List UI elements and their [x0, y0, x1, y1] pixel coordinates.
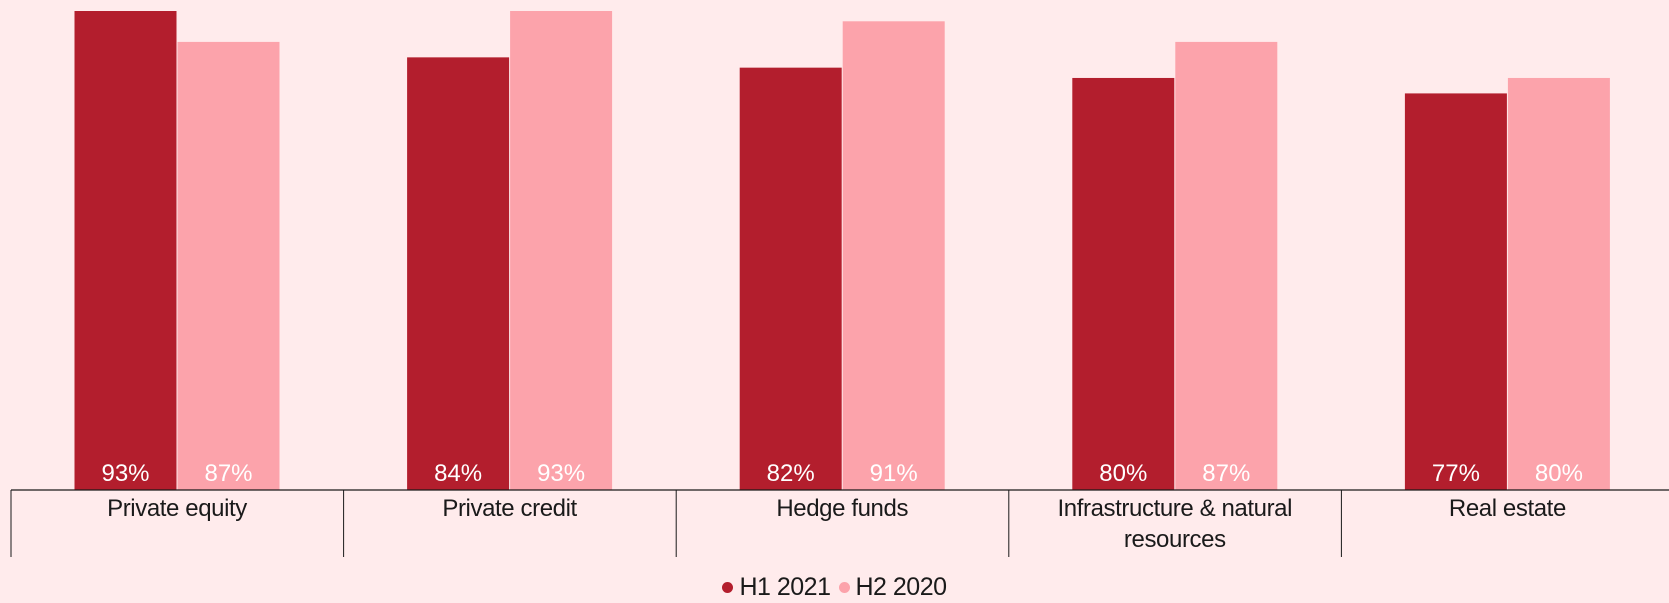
bar-4-0	[1404, 93, 1507, 490]
legend-dot-series-1	[838, 582, 850, 593]
legend-label-series-0: H1 2021	[739, 573, 831, 601]
bar-3-1	[1175, 41, 1278, 490]
value-label-0-1: 87%	[204, 460, 252, 487]
bar-1-0	[407, 57, 510, 491]
bar-3-0	[1072, 77, 1175, 491]
value-labels-group: 93% 87% 84% 93% 82% 91% 80% 87% 77% 80%	[101, 460, 1582, 487]
value-label-3-1: 87%	[1202, 460, 1250, 487]
legend-label-series-1: H2 2020	[855, 573, 948, 601]
value-label-1-1: 93%	[537, 460, 585, 487]
legend-item-series-1: H2 2020	[838, 573, 948, 602]
value-label-3-0: 80%	[1099, 460, 1147, 487]
category-label-4: Real estate	[1449, 495, 1566, 522]
value-label-4-0: 77%	[1432, 460, 1480, 487]
legend-item-series-0: H1 2021	[722, 573, 831, 602]
category-label-1: Private credit	[442, 495, 577, 522]
value-label-2-0: 82%	[767, 460, 815, 487]
value-label-2-1: 91%	[870, 460, 918, 487]
bar-0-1	[177, 41, 280, 490]
value-label-1-0: 84%	[434, 460, 482, 487]
grouped-bar-chart: 93% 87% 84% 93% 82% 91% 80% 87% 77% 80% Private e…	[10, 11, 1669, 557]
value-label-4-1: 80%	[1535, 460, 1583, 487]
category-dividers	[10, 490, 1342, 557]
bar-0-0	[74, 11, 177, 490]
category-label-3: Infrastructure & natural resources	[1058, 495, 1293, 553]
bar-2-0	[739, 67, 842, 490]
category-label-2: Hedge funds	[776, 495, 908, 522]
bars-group	[74, 11, 1610, 491]
category-label-0: Private equity	[107, 495, 247, 522]
category-labels-group: Private equity Private credit Hedge funds I…	[107, 495, 1566, 553]
bar-4-1	[1507, 77, 1610, 491]
bar-2-1	[842, 21, 945, 490]
value-label-0-0: 93%	[101, 460, 149, 487]
legend-dot-series-0	[722, 582, 734, 593]
bar-1-1	[510, 11, 613, 490]
legend: H1 2021 H2 2020	[0, 573, 1669, 602]
